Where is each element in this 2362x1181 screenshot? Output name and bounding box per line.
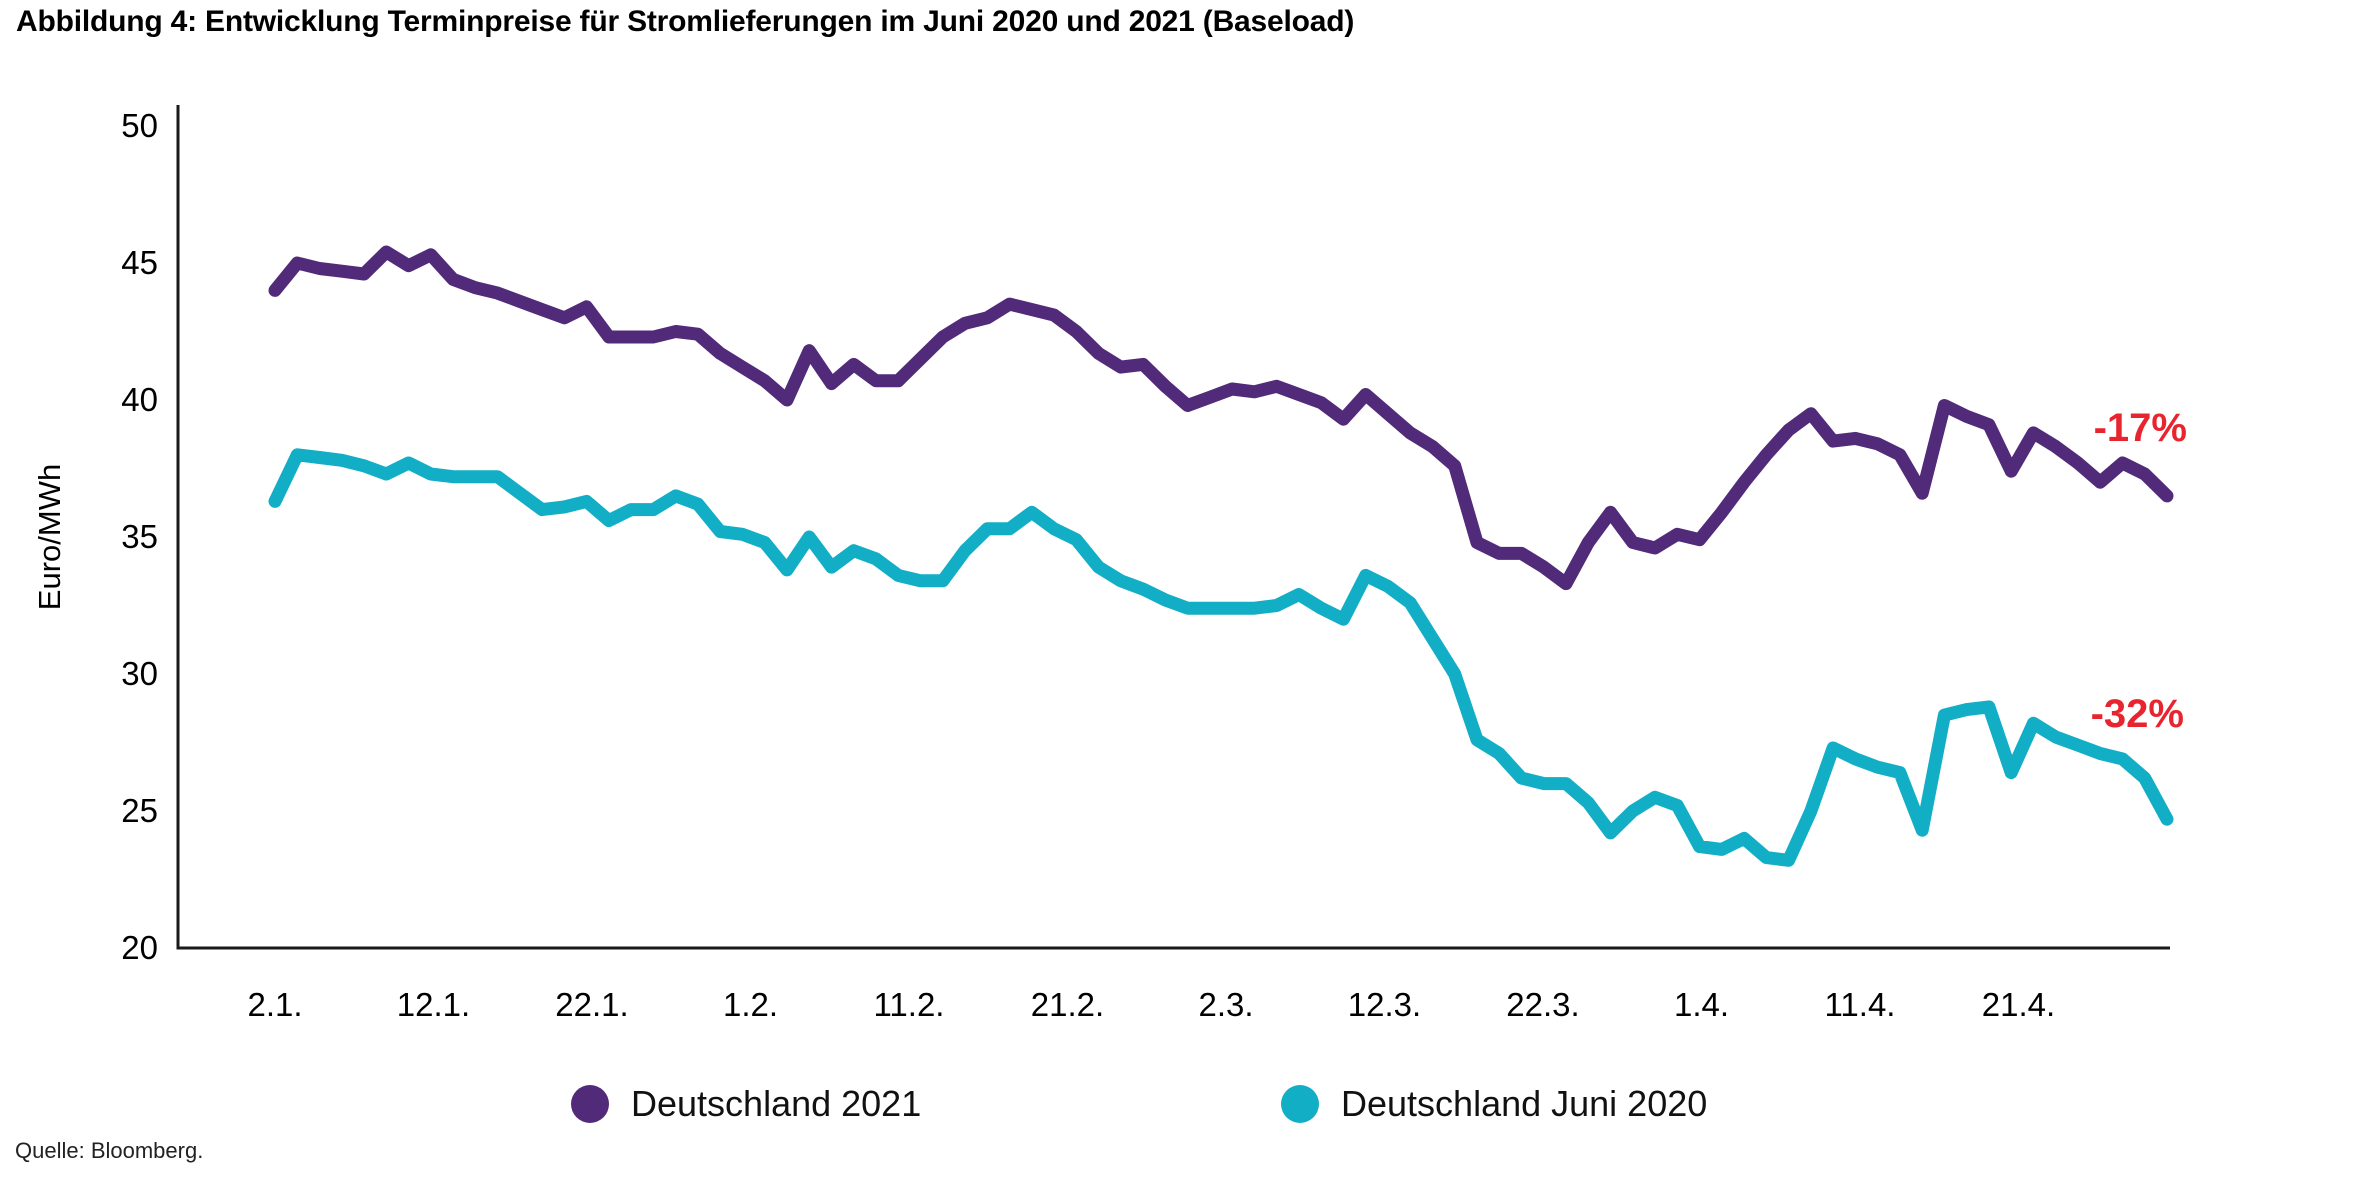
y-tick-label: 20 <box>121 929 158 966</box>
series-line-deutschland-juni-2020 <box>268 448 2174 867</box>
x-tick-label: 22.3. <box>1506 986 1579 1023</box>
annotation-deutschland-juni-2020: -32% <box>2090 692 2184 736</box>
legend-dot-deutschland-2021 <box>571 1085 609 1123</box>
x-tick-label: 12.3. <box>1348 986 1421 1023</box>
x-tick-label: 2.3. <box>1198 986 1253 1023</box>
x-tick-label: 21.2. <box>1031 986 1104 1023</box>
x-tick-label: 12.1. <box>397 986 470 1023</box>
source-note: Quelle: Bloomberg. <box>15 1138 204 1163</box>
y-tick-label: 50 <box>121 107 158 144</box>
x-tick-label: 11.4. <box>1825 986 1896 1023</box>
x-tick-label: 11.2. <box>874 986 945 1023</box>
annotation-deutschland-2021: -17% <box>2093 406 2187 450</box>
legend-item-deutschland-juni-2020: Deutschland Juni 2020 <box>1281 1083 1707 1125</box>
x-tick-label: 1.2. <box>723 986 778 1023</box>
figure-title: Abbildung 4: Entwicklung Terminpreise fü… <box>16 5 1355 38</box>
y-tick-label: 25 <box>121 792 158 829</box>
x-tick-label: 22.1. <box>555 986 628 1023</box>
x-tick-label: 2.1. <box>247 986 302 1023</box>
y-tick-label: 40 <box>121 381 158 418</box>
legend-label-deutschland-2021: Deutschland 2021 <box>631 1083 922 1124</box>
legend-dot-deutschland-juni-2020 <box>1281 1085 1319 1123</box>
series-line-deutschland-2021 <box>268 245 2174 591</box>
legend-label-deutschland-juni-2020: Deutschland Juni 2020 <box>1341 1083 1708 1124</box>
y-tick-label: 35 <box>121 518 158 555</box>
y-axis-label: Euro/MWh <box>32 464 67 610</box>
y-tick-label: 45 <box>121 244 158 281</box>
x-tick-label: 21.4. <box>1982 986 2055 1023</box>
line-chart: 50 45 40 35 30 25 20 Euro/MWh 2.1. 12.1. 22.1. 1.2.… <box>32 105 2174 1023</box>
x-tick-label: 1.4. <box>1674 986 1729 1023</box>
legend-item-deutschland-2021: Deutschland 2021 <box>571 1083 921 1125</box>
axis-lines <box>176 105 2170 950</box>
y-tick-label: 30 <box>121 655 158 692</box>
